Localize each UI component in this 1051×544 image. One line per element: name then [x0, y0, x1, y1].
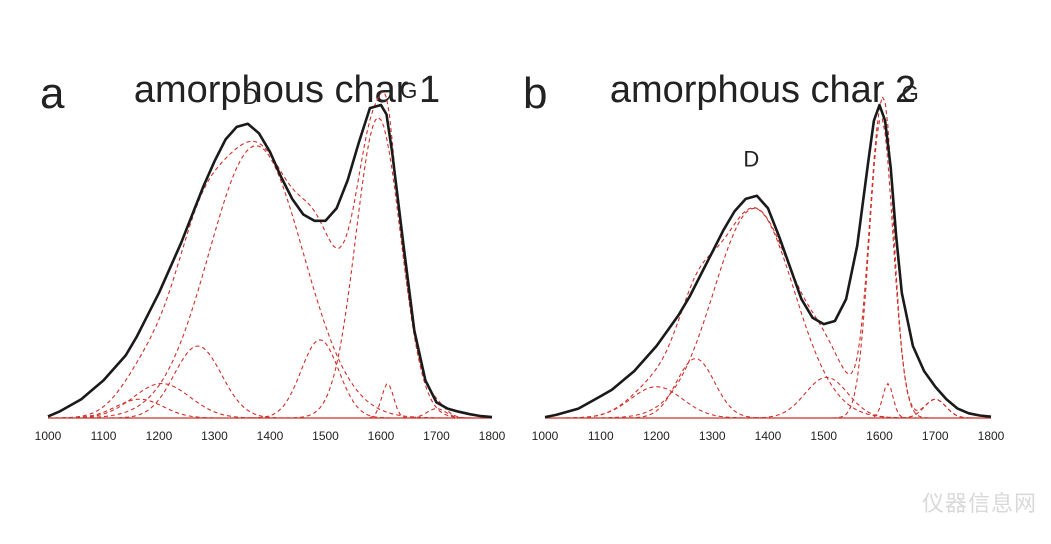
fit-component-1 — [48, 145, 492, 419]
x-tick-label: 1000 — [532, 429, 559, 443]
x-tick-label: 1600 — [368, 429, 395, 443]
x-tick-label: 1700 — [922, 429, 949, 443]
peak-label-D: D — [743, 147, 759, 172]
x-tick-label: 1100 — [91, 429, 117, 443]
x-tick-label: 1300 — [699, 429, 726, 443]
fit-component-5 — [545, 376, 991, 419]
peak-label-G: G — [400, 78, 417, 103]
x-tick-label: 1200 — [643, 429, 670, 443]
x-tick-label: 1300 — [201, 429, 228, 443]
chart-a-svg: a amorphous char 1 1000 1100 1200 1300 1400 150… — [35, 69, 506, 443]
chart-title: amorphous char 2 — [610, 69, 916, 111]
peak-label-G: G — [902, 81, 919, 106]
x-tick-label: 1700 — [423, 429, 450, 443]
chart-b-svg: b amorphous char 2 1000 1100 1200 1300 1400 150… — [523, 69, 1005, 443]
x-tick-label: 1500 — [312, 429, 339, 443]
x-tick-label: 1000 — [35, 429, 62, 443]
x-tick-label: 1800 — [978, 429, 1005, 443]
fit-component-8 — [48, 408, 492, 419]
chart-panel-b: b amorphous char 2 1000 1100 1200 1300 1400 150… — [493, 0, 1018, 544]
fit-envelope — [545, 95, 991, 419]
spectrum-line — [47, 103, 493, 419]
watermark-text: 仪器信息网 — [921, 492, 1037, 517]
x-tick-label: 1600 — [866, 429, 893, 443]
panel-label: b — [523, 69, 547, 118]
peak-label-D: D — [243, 84, 259, 109]
x-tick-label: 1200 — [146, 429, 173, 443]
chart-panel-a: a amorphous char 1 1000 1100 1200 1300 1400 150… — [0, 0, 525, 544]
spectrum-line — [544, 103, 992, 419]
panel-label: a — [40, 69, 65, 118]
x-tick-label: 1400 — [257, 429, 284, 443]
fit-component-4 — [545, 386, 991, 419]
x-tick-label: 1100 — [588, 429, 614, 443]
fit-component-2 — [48, 116, 492, 419]
chart-title: amorphous char 1 — [134, 69, 440, 111]
x-tick-label: 1500 — [810, 429, 837, 443]
x-tick-label: 1800 — [479, 429, 506, 443]
x-tick-label: 1400 — [755, 429, 782, 443]
fit-component-1 — [545, 207, 991, 419]
fit-component-7 — [545, 398, 991, 419]
